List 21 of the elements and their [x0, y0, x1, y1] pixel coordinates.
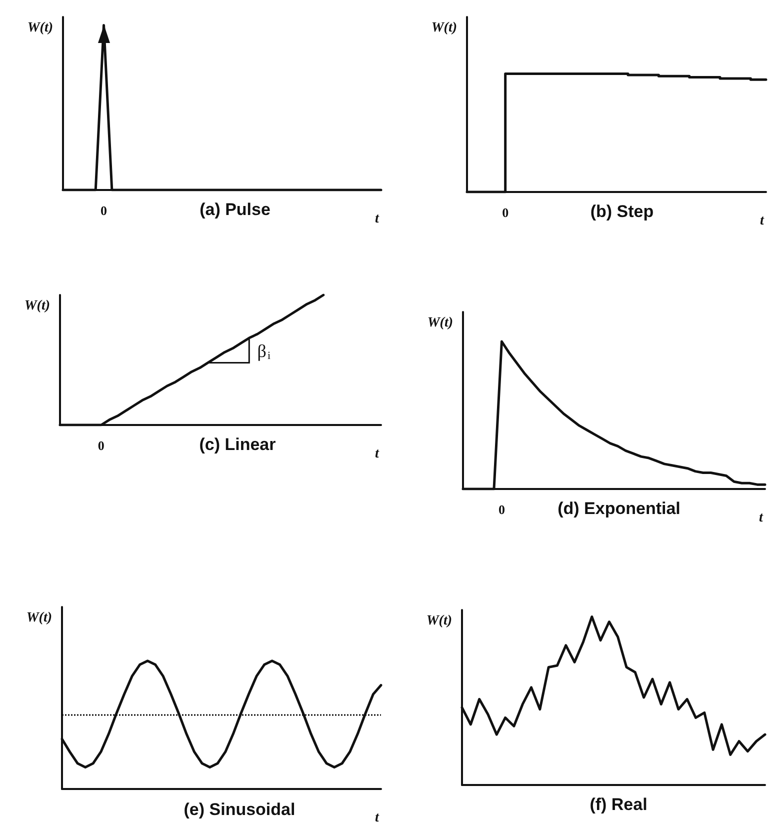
text: (b) Step	[590, 202, 654, 221]
y-axis-title: W(t)	[427, 316, 453, 330]
y-axis-title: W(t)	[431, 20, 457, 36]
y-axis-title: W(t)	[26, 610, 52, 626]
text: (c) Linear	[199, 435, 276, 454]
text: (f) Real	[590, 795, 648, 814]
x-axis-title: t	[760, 214, 765, 228]
x-axis-title: t	[375, 446, 380, 462]
y-axis-title: W(t)	[426, 614, 452, 628]
text: 0	[498, 502, 505, 517]
y-axis-title: W(t)	[24, 298, 50, 314]
text: (d) Exponential	[558, 499, 680, 518]
text: 0	[502, 205, 509, 220]
x-axis-title: t	[375, 810, 380, 826]
y-axis-title: W(t)	[27, 20, 53, 36]
x-axis-title: t	[759, 510, 764, 526]
text: (e) Sinusoidal	[184, 800, 296, 819]
text: 0	[98, 438, 104, 453]
text: 0	[100, 203, 108, 218]
text: (a) Pulse	[200, 200, 270, 219]
x-axis-title: t	[375, 212, 380, 226]
